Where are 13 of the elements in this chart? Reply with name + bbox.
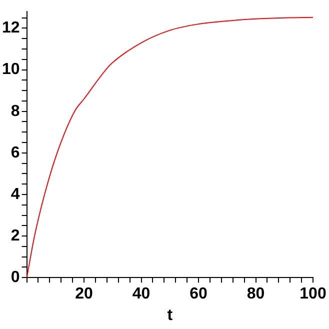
y-tick-label: 8	[10, 102, 20, 120]
x-tick-label: 80	[246, 286, 265, 303]
x-tick-label: 40	[132, 286, 150, 303]
x-tick-label: 20	[75, 286, 94, 303]
y-tick-label: 2	[10, 227, 20, 244]
x-axis-title: t	[167, 306, 174, 324]
y-tick-label: 4	[10, 186, 20, 203]
y-tick-label: 10	[2, 61, 20, 78]
x-tick-label: 100	[300, 286, 326, 303]
x-tick-label: 60	[190, 286, 208, 303]
y-tick-label: 0	[10, 269, 20, 286]
y-tick-label: 12	[2, 20, 20, 37]
y-tick-label: 6	[10, 144, 20, 162]
